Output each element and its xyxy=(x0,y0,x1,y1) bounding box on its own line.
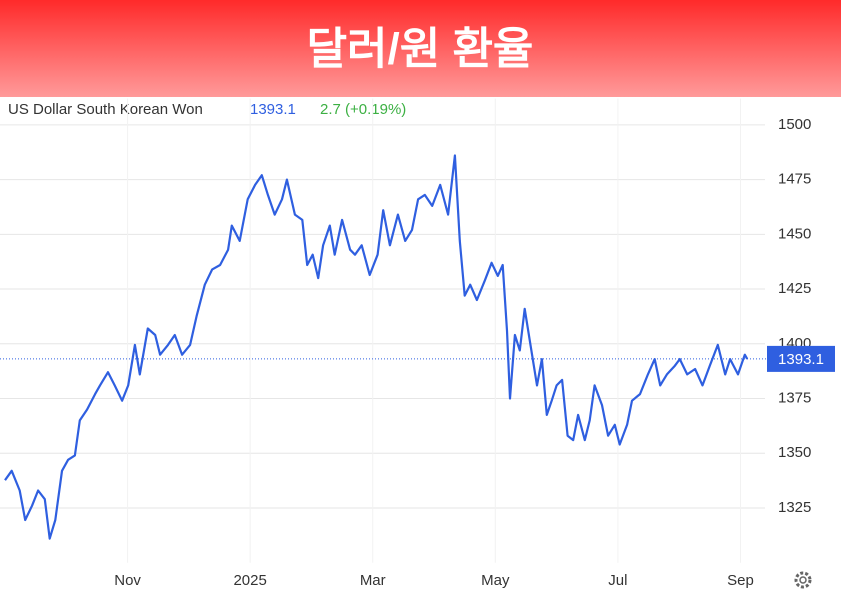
x-tick-label: Nov xyxy=(114,572,141,589)
y-tick-label: 1350 xyxy=(778,444,811,461)
x-tick-label: 2025 xyxy=(233,572,266,589)
x-tick-label: Mar xyxy=(360,572,386,589)
last-price: 1393.1 xyxy=(250,101,296,118)
y-tick-label: 1375 xyxy=(778,389,811,406)
x-tick-label: Jul xyxy=(608,572,627,589)
y-tick-label: 1475 xyxy=(778,171,811,188)
settings-icon[interactable] xyxy=(794,571,812,589)
y-tick-label: 1325 xyxy=(778,499,811,516)
y-tick-label: 1450 xyxy=(778,225,811,242)
x-tick-label: Sep xyxy=(727,572,754,589)
chart-title: 달러/원 환율 xyxy=(307,25,534,74)
y-tick-label: 1500 xyxy=(778,116,811,133)
price-line xyxy=(4,154,749,540)
title-banner xyxy=(0,0,841,97)
x-tick-label: May xyxy=(481,572,510,589)
last-price-box xyxy=(767,345,835,372)
y-tick-label: 1425 xyxy=(778,280,811,297)
series-name: US Dollar South Korean Won xyxy=(8,101,203,118)
last-price-label: 1393.1 xyxy=(778,351,824,368)
price-change: 2.7 (+0.19%) xyxy=(320,101,406,118)
